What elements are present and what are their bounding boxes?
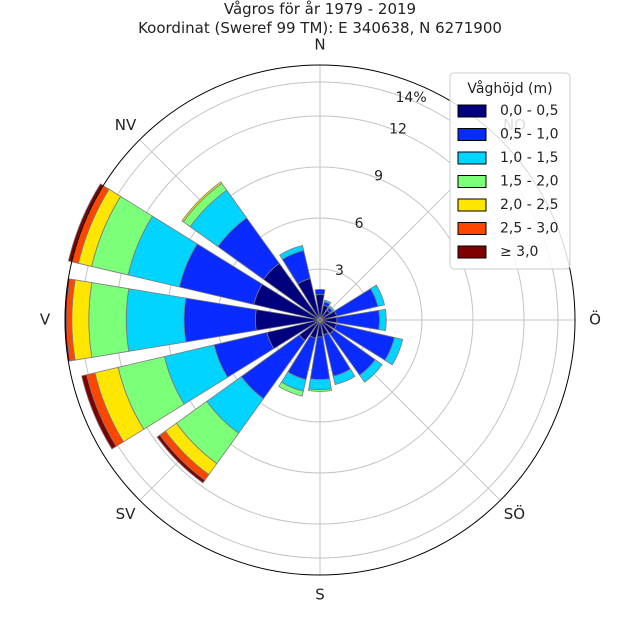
legend-entry-label: 0,0 - 0,5 bbox=[500, 103, 558, 119]
direction-label: SÖ bbox=[504, 504, 525, 523]
chart-title: Vågros för år 1979 - 2019 bbox=[223, 0, 417, 18]
rose-bar-segment bbox=[183, 297, 257, 343]
direction-label: Ö bbox=[589, 310, 601, 329]
radial-tick-label: 14% bbox=[396, 90, 427, 106]
legend-swatch bbox=[457, 198, 487, 212]
rose-bar-segment bbox=[323, 299, 332, 305]
rose-bar-segment bbox=[314, 289, 326, 296]
legend-swatch bbox=[457, 175, 487, 188]
legend-swatch bbox=[457, 128, 487, 141]
radial-tick-label: 6 bbox=[355, 216, 364, 232]
radial-tick-labels: 3 6 9 12 14% bbox=[335, 90, 427, 279]
direction-label: NV bbox=[115, 116, 137, 134]
rose-bar-segment bbox=[328, 305, 335, 312]
chart-subtitle: Koordinat (Sweref 99 TM): E 340638, N 62… bbox=[138, 19, 502, 37]
legend-swatch bbox=[457, 104, 487, 118]
legend-entry-label: 2,5 - 3,0 bbox=[500, 221, 558, 237]
rose-bar-segment bbox=[359, 359, 383, 383]
rose-bar-segment bbox=[384, 336, 404, 366]
rose-bar-segment bbox=[156, 434, 206, 484]
rose-bar-segment bbox=[71, 279, 93, 361]
rose-bar-segment bbox=[332, 368, 356, 386]
rose-bar-segment bbox=[181, 181, 223, 223]
legend-entry-label: 1,5 - 2,0 bbox=[500, 174, 558, 190]
legend-entry-label: 1,0 - 1,5 bbox=[500, 150, 558, 166]
legend-swatch bbox=[457, 151, 487, 165]
rose-bar-segment bbox=[88, 282, 130, 358]
legend-entry-label: 2,0 - 2,5 bbox=[500, 197, 558, 213]
outer-ring bbox=[64, 64, 576, 576]
direction-label: SV bbox=[116, 505, 137, 523]
rose-bars bbox=[64, 181, 404, 484]
legend-entry-label: 0,5 - 1,0 bbox=[500, 127, 558, 143]
legend-title: Våghöjd (m) bbox=[467, 80, 552, 97]
legend-swatch bbox=[457, 222, 487, 235]
rose-bar-segment bbox=[308, 388, 332, 392]
legend-entry-label: ≥ 3,0 bbox=[500, 244, 538, 260]
direction-label: V bbox=[40, 311, 51, 329]
rose-bar-segment bbox=[279, 245, 305, 260]
radial-tick-label: 12 bbox=[389, 122, 407, 138]
legend-swatch bbox=[457, 245, 487, 259]
direction-label: N bbox=[314, 36, 325, 54]
radial-tick-label: 3 bbox=[335, 263, 344, 279]
legend-box bbox=[449, 72, 571, 270]
rose-bar-segment bbox=[370, 284, 386, 307]
rose-bar-segment bbox=[378, 308, 387, 332]
rose-bar-segment bbox=[81, 374, 117, 450]
legend: Våghöjd (m) 0,0 - 0,5 0,5 - 1,0 1,0 - 1,5 1,… bbox=[449, 72, 571, 270]
radial-tick-label: 9 bbox=[374, 169, 383, 185]
direction-label: S bbox=[315, 586, 325, 604]
chart-title-block: Vågros för år 1979 - 2019 Koordinat (Swe… bbox=[0, 0, 640, 38]
rose-bar-segment bbox=[125, 288, 187, 352]
rose-bar-segment bbox=[278, 381, 304, 397]
rose-bar-segment bbox=[308, 378, 332, 391]
